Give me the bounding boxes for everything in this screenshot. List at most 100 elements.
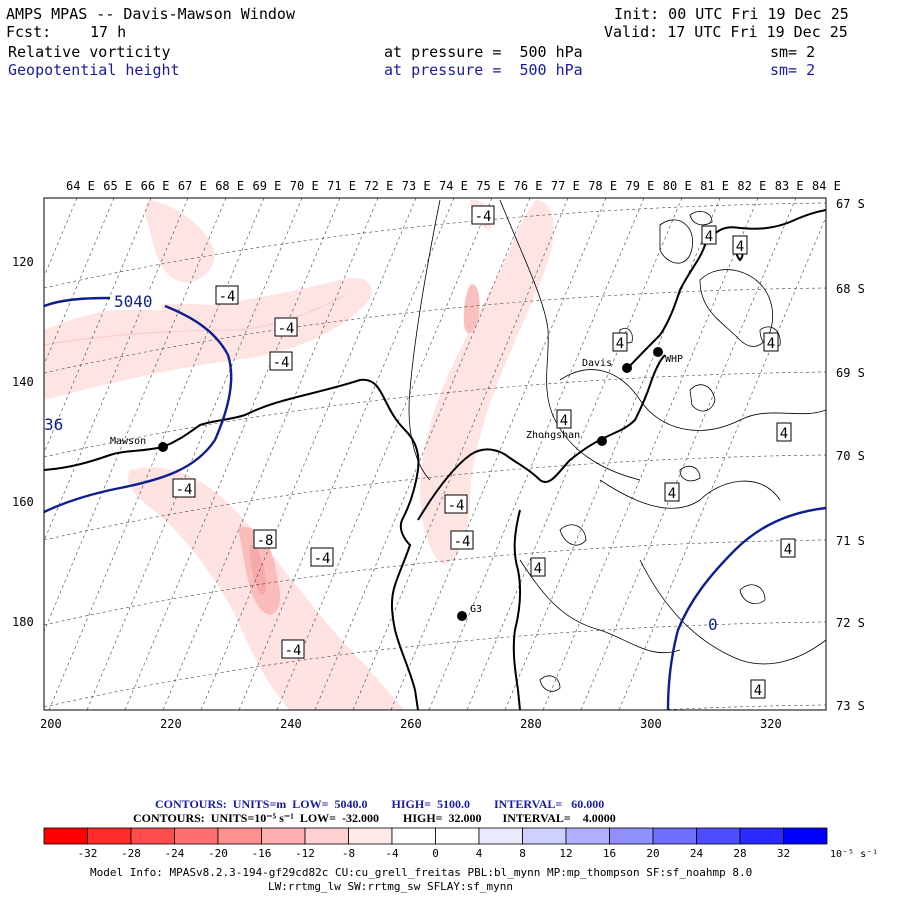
vorticity-label-negative: -4 xyxy=(215,285,239,305)
label-text: -4 xyxy=(454,534,471,550)
label-box xyxy=(444,494,468,514)
meridian-line xyxy=(352,198,569,710)
lat-label: 71 S xyxy=(836,534,865,548)
meridian-line xyxy=(124,198,341,710)
meridian-line xyxy=(618,216,826,710)
label-text: 4 xyxy=(705,229,713,245)
vorticity-label-positive: 4 xyxy=(776,422,792,442)
station-zhongshan-label: Zhongshan xyxy=(526,430,580,441)
vorticity-contour-info: CONTOURS: UNITS=10⁻⁵ s⁻¹ LOW= -32.000 HI… xyxy=(133,811,616,825)
height-label-5040: 5040 xyxy=(114,292,153,311)
vorticity-labels: -4 -4 -4 -4 -4 -4 -4 -4 -4 -8 4 4 4 4 4 4 4 4 4 4 xyxy=(172,205,796,699)
colorbar-cell xyxy=(174,827,219,845)
lon-label: 82 E xyxy=(737,179,766,193)
x-tick-label: 300 xyxy=(640,717,662,731)
coastline xyxy=(44,209,826,710)
colorbar-cell xyxy=(130,827,175,845)
colorbar-label: -12 xyxy=(295,847,315,860)
label-box xyxy=(776,422,792,442)
forecast-label: Fcst: xyxy=(6,23,52,41)
vorticity-label-negative: -4 xyxy=(274,317,298,337)
lon-label: 78 E xyxy=(588,179,617,193)
colorbar-cell xyxy=(348,827,393,845)
lat-label: 72 S xyxy=(836,616,865,630)
map-axes: 64 E 65 E 66 E 67 E 68 E 69 E 70 E 71 E 72 E 73 E… xyxy=(12,179,865,731)
meridian-line xyxy=(580,198,797,710)
x-tick-label: 220 xyxy=(160,717,182,731)
colorbar: -32 -28 -24 -20 -16 -12 -8 -4 0 4 8 12 16 20 24 28 32 10⁻… xyxy=(43,827,878,860)
station-davis-marker xyxy=(622,363,632,373)
colorbar-cell xyxy=(43,827,88,845)
colorbar-cell xyxy=(609,827,654,845)
vorticity-label-positive: 4 xyxy=(763,332,779,352)
lon-label: 74 E xyxy=(439,179,468,193)
vorticity-shading xyxy=(44,200,554,710)
x-tick-label: 240 xyxy=(280,717,302,731)
label-box xyxy=(750,679,766,699)
vorticity-label-positive: 4 xyxy=(780,538,796,558)
label-text: -4 xyxy=(278,321,295,337)
x-tick-label: 260 xyxy=(400,717,422,731)
vorticity-label-negative: -4 xyxy=(172,478,196,498)
label-box xyxy=(253,529,277,549)
vorticity-label-positive: 4 xyxy=(732,235,748,255)
lat-label: 73 S xyxy=(836,699,865,713)
model-info-line1: Model Info: MPASv8.2.3-194-gf29cd82c CU:… xyxy=(90,866,753,879)
colorbar-label: -32 xyxy=(78,847,98,860)
vorticity-label-positive: 4 xyxy=(701,225,717,245)
colorbar-cell xyxy=(304,827,349,845)
field2-level: at pressure = 500 hPa xyxy=(384,61,583,79)
station-mawson-label: Mawson xyxy=(110,436,146,447)
label-box xyxy=(269,351,293,371)
colorbar-label: 20 xyxy=(646,847,659,860)
meridian-line xyxy=(44,198,115,366)
colorbar-cell xyxy=(217,827,262,845)
colorbar-cell xyxy=(435,827,480,845)
height-label-0: 0 xyxy=(708,615,718,634)
vorticity-label-positive: 4 xyxy=(530,557,546,577)
meridian-line xyxy=(44,198,78,278)
label-text: 4 xyxy=(668,486,676,502)
colorbar-cell xyxy=(783,827,828,845)
meridian-line xyxy=(276,198,493,710)
vorticity-label-negative: -8 xyxy=(253,529,277,549)
meridian-line xyxy=(390,198,607,710)
map-frame xyxy=(43,197,827,711)
colorbar-label: 12 xyxy=(559,847,572,860)
label-box xyxy=(274,317,298,337)
lat-lon-grid xyxy=(44,198,826,710)
lon-label: 76 E xyxy=(514,179,543,193)
valid-time: Valid: 17 UTC Fri 19 Dec 25 xyxy=(604,23,848,41)
parallel-line xyxy=(652,704,826,710)
colorbar-cell xyxy=(696,827,741,845)
label-box xyxy=(612,332,628,352)
label-text: 4 xyxy=(534,561,542,577)
y-tick-label: 140 xyxy=(12,375,34,389)
lon-label: 65 E xyxy=(103,179,132,193)
vorticity-label-negative: -4 xyxy=(471,205,495,225)
label-text: 4 xyxy=(754,683,762,699)
colorbar-label: -28 xyxy=(121,847,141,860)
label-text: 4 xyxy=(784,542,792,558)
label-text: -4 xyxy=(176,482,193,498)
y-tick-label: 160 xyxy=(12,495,34,509)
colorbar-unit: 10⁻⁵ s⁻¹ xyxy=(830,849,878,860)
label-box xyxy=(530,557,546,577)
height-contours xyxy=(44,296,826,710)
field2-smoothing: sm= 2 xyxy=(770,61,816,79)
vorticity-label-negative: -4 xyxy=(281,639,305,659)
label-text: 4 xyxy=(780,426,788,442)
x-tick-label: 280 xyxy=(520,717,542,731)
colorbar-cell xyxy=(261,827,306,845)
lon-label: 75 E xyxy=(476,179,505,193)
forecast-hour: 17 h xyxy=(90,23,127,41)
label-text: 4 xyxy=(560,413,568,429)
label-text: -4 xyxy=(219,289,236,305)
label-box xyxy=(310,547,334,567)
height-label-36: 36 xyxy=(44,415,63,434)
stations: Mawson Davis WHP Zhongshan G3 xyxy=(110,347,683,621)
colorbar-cell xyxy=(652,827,697,845)
lon-label: 72 E xyxy=(364,179,393,193)
lon-label: 64 E xyxy=(66,179,95,193)
